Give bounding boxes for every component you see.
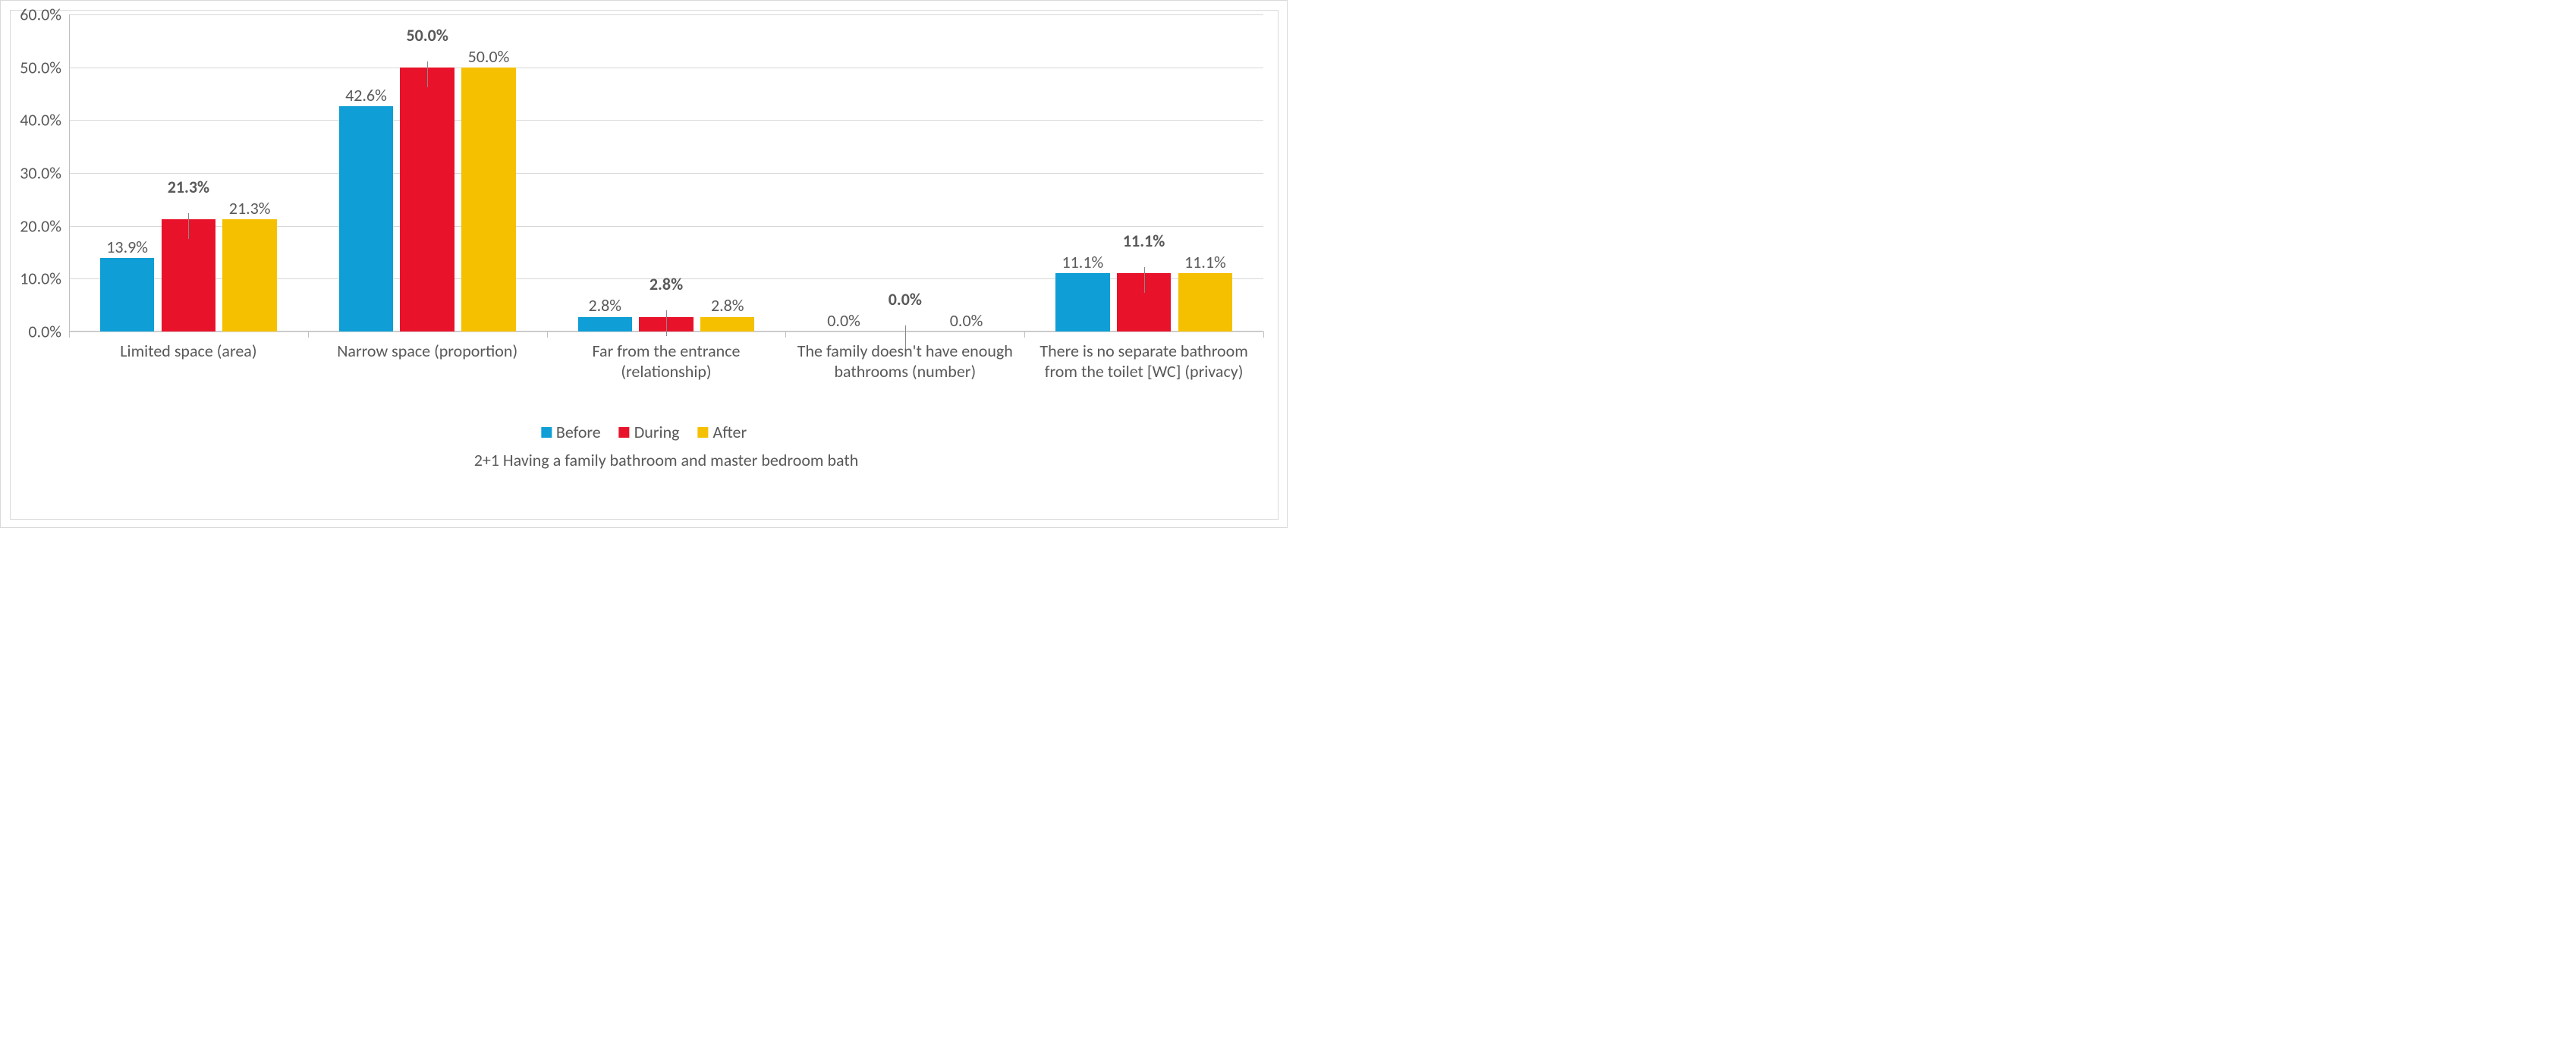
legend-item: After [697, 422, 747, 442]
y-tick-label: 50.0% [1, 57, 61, 77]
y-tick-label: 60.0% [1, 5, 61, 25]
data-label: 0.0% [950, 310, 983, 331]
gridline [69, 120, 1263, 121]
category-label: The family doesn't have enough bathrooms… [791, 341, 1020, 382]
legend-label: After [712, 422, 747, 442]
data-label: 21.3% [229, 198, 271, 218]
data-label: 11.1% [1123, 231, 1165, 251]
bar [100, 258, 154, 332]
category-label: There is no separate bathroom from the t… [1029, 341, 1258, 382]
y-tick-label: 0.0% [1, 322, 61, 342]
data-label: 2.8% [588, 295, 621, 316]
y-tick-label: 10.0% [1, 269, 61, 289]
leader-line [188, 213, 189, 239]
data-label: 11.1% [1062, 252, 1103, 272]
chart-container: 13.9% 21.3% 21.3% 42.6% 50.0% 50.0% 2.8% 2.8% 2.… [0, 0, 1288, 528]
data-label: 2.8% [711, 295, 744, 316]
plot-area: 13.9% 21.3% 21.3% 42.6% 50.0% 50.0% 2.8% 2.8% 2.… [69, 14, 1263, 332]
gridline [69, 173, 1263, 174]
x-tick-mark [308, 332, 309, 338]
category-label: Narrow space (proportion) [313, 341, 542, 361]
y-axis-line [69, 14, 70, 332]
bar [461, 68, 515, 332]
data-label: 13.9% [106, 237, 148, 257]
category-label: Far from the entrance (relationship) [552, 341, 781, 382]
leader-line [427, 61, 428, 87]
leader-line [666, 310, 667, 336]
x-tick-mark [785, 332, 786, 338]
y-tick-label: 40.0% [1, 110, 61, 130]
bar [400, 68, 454, 332]
x-tick-mark [1263, 332, 1264, 338]
x-tick-mark [547, 332, 548, 338]
data-label: 0.0% [889, 289, 922, 310]
legend-swatch [619, 427, 630, 438]
legend-item: Before [541, 422, 601, 442]
legend-swatch [541, 427, 552, 438]
bar [578, 317, 632, 332]
data-label: 0.0% [827, 310, 860, 331]
x-tick-mark [69, 332, 70, 338]
data-label: 42.6% [345, 85, 387, 105]
bar [1055, 273, 1109, 332]
legend: Before During After [541, 422, 747, 442]
data-label: 2.8% [650, 274, 683, 294]
leader-line [1144, 267, 1145, 293]
legend-item: During [619, 422, 680, 442]
bar [339, 106, 393, 332]
y-tick-label: 30.0% [1, 163, 61, 184]
legend-label: Before [556, 422, 601, 442]
y-tick-label: 20.0% [1, 215, 61, 236]
data-label: 50.0% [468, 46, 510, 67]
data-label: 50.0% [407, 25, 448, 46]
category-label: Limited space (area) [74, 341, 303, 361]
data-label: 11.1% [1184, 252, 1226, 272]
bar [1178, 273, 1232, 332]
bar [222, 219, 276, 332]
gridline [69, 14, 1263, 15]
legend-label: During [634, 422, 680, 442]
x-axis-title: 2+1 Having a family bathroom and master … [474, 450, 859, 470]
bar [700, 317, 754, 332]
legend-swatch [697, 427, 708, 438]
x-tick-mark [1024, 332, 1025, 338]
data-label: 21.3% [168, 177, 209, 197]
